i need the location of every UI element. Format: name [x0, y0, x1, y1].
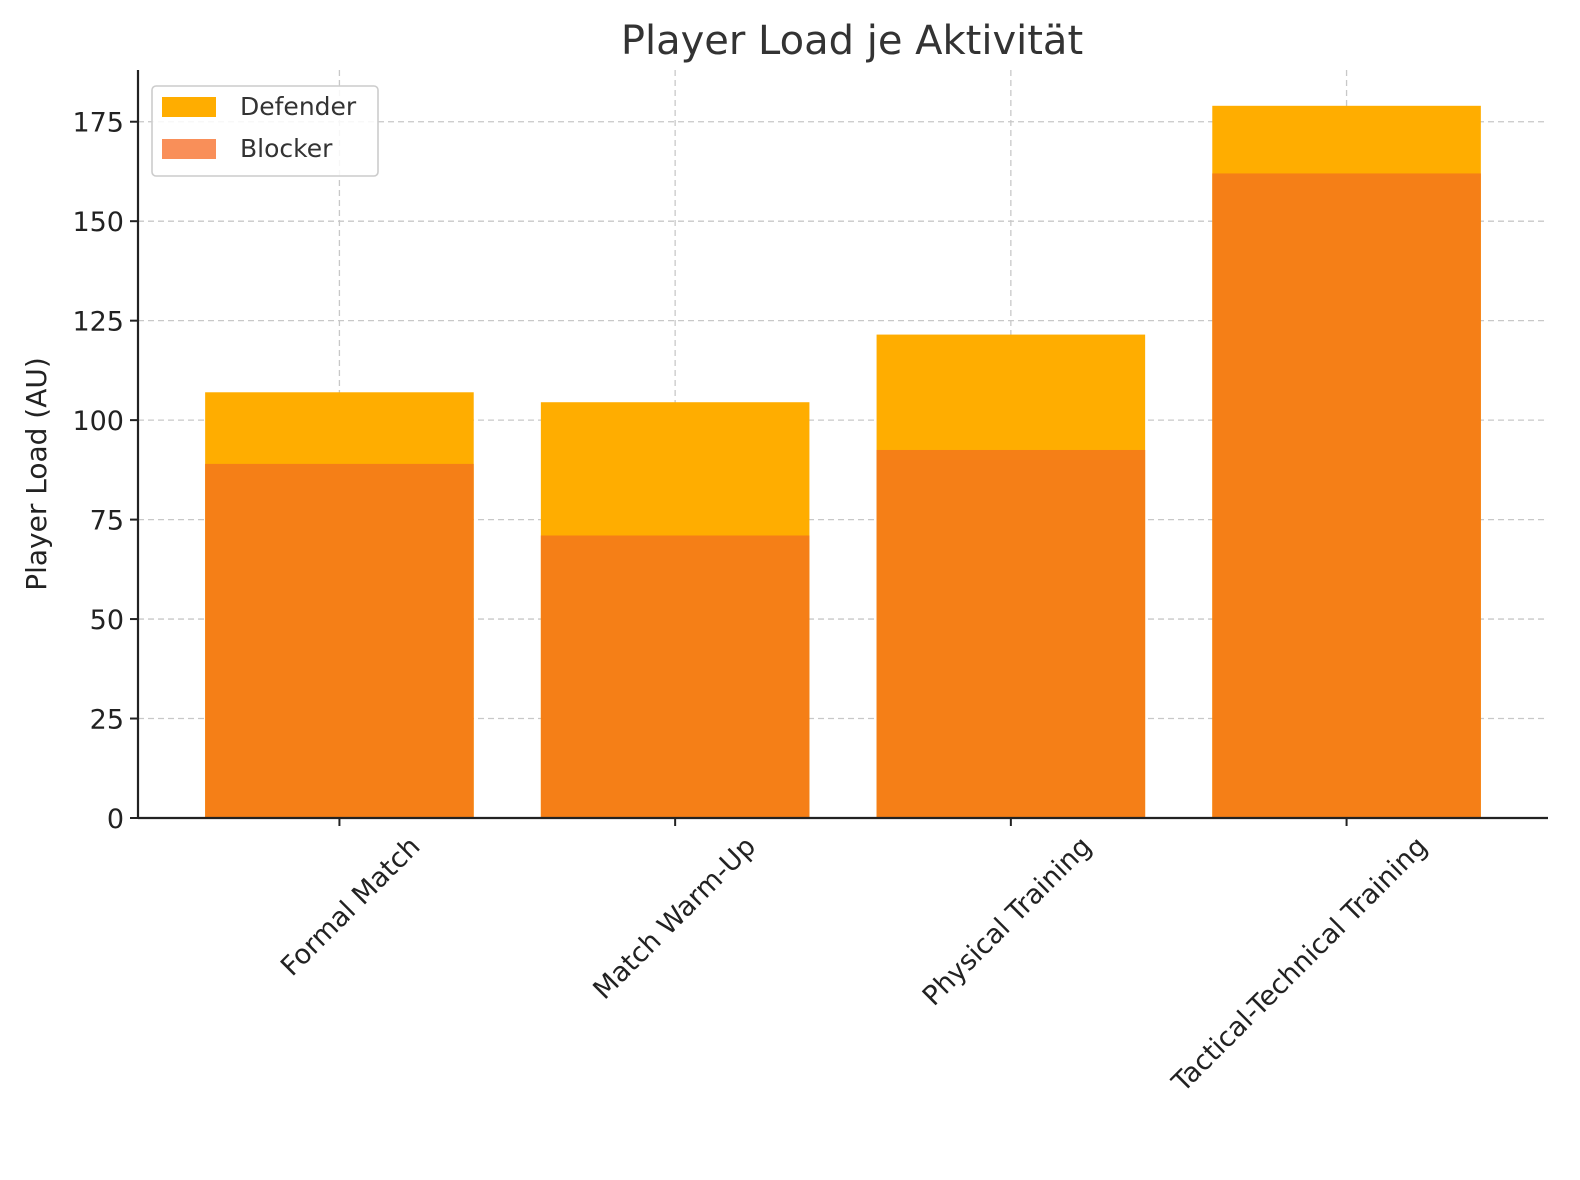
- y-tick-label: 50: [90, 605, 124, 636]
- x-tick-label: Tactical-Technical Training: [1166, 831, 1434, 1099]
- bars: [205, 105, 1481, 819]
- legend: Defender Blocker: [151, 85, 379, 177]
- y-tick-label: 75: [90, 506, 124, 537]
- bar-blocker-1: [205, 463, 474, 818]
- y-tick-label: 0: [107, 804, 124, 835]
- legend-label-blocker: Blocker: [240, 134, 333, 163]
- x-tick-label: Match Warm-Up: [587, 831, 762, 1006]
- y-axis-label: Player Load (AU): [20, 357, 53, 591]
- y-tick-label: 125: [72, 307, 124, 338]
- y-tick-label: 100: [72, 406, 124, 437]
- legend-label-defender: Defender: [240, 92, 357, 121]
- y-tick-label: 25: [90, 705, 124, 736]
- axes: [136, 70, 1548, 820]
- bar-blocker-2: [540, 535, 810, 818]
- x-tick-label: Formal Match: [275, 831, 426, 982]
- y-tick-label: 175: [72, 108, 124, 139]
- bar-blocker-4: [1212, 173, 1481, 819]
- x-tick-label: Physical Training: [917, 831, 1098, 1012]
- y-tick-label: 150: [72, 207, 124, 238]
- legend-swatch-blocker: [162, 139, 216, 159]
- bar-blocker-3: [876, 449, 1146, 818]
- chart-title: Player Load je Aktivität: [621, 18, 1083, 64]
- legend-swatch-defender: [162, 97, 216, 117]
